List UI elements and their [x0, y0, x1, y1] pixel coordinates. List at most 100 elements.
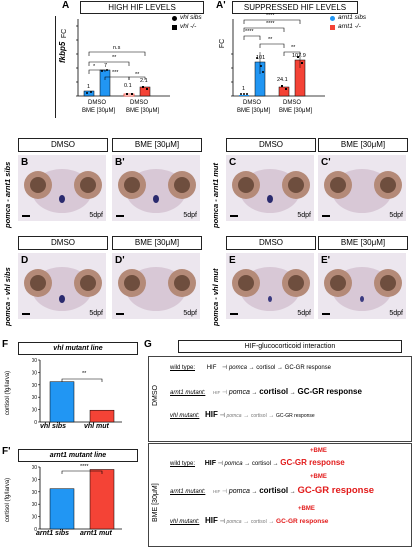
legend-label: vhl sibs	[180, 14, 202, 21]
section-label: BME [30μM]	[152, 483, 159, 522]
y-axis-label: cortisol (fg/larva)	[5, 370, 12, 416]
x-category-label: DMSO	[243, 100, 261, 106]
y-tick-label: 300	[32, 490, 37, 496]
x-category-label: BME [30μM]	[82, 108, 116, 114]
bar-chart-f-prime: 0 100 200 300 400 500	[32, 465, 122, 533]
value-label: 1	[242, 86, 246, 92]
y-tick-label: 100	[32, 408, 37, 414]
bme-section	[148, 443, 412, 547]
value-label: 24.1	[277, 77, 288, 83]
stage-label: 5dpf	[389, 310, 403, 317]
x-category-label: DMSO	[283, 100, 301, 106]
y-tick-label: 400	[32, 370, 37, 376]
bme-label: +BME	[298, 506, 315, 512]
panel-letter: D	[21, 255, 29, 266]
y-tick-label: 500	[32, 358, 37, 364]
response-label: GC-GR response	[276, 518, 329, 525]
row-label: pomca - vhl mut	[211, 268, 220, 326]
panel-letter: G	[144, 339, 152, 350]
scale-bar	[22, 215, 30, 217]
y-axis-label: FC	[61, 28, 69, 39]
sig-label: *	[93, 64, 96, 70]
panel-letter: B	[21, 157, 29, 168]
embryo-image: 5dpf	[226, 155, 314, 221]
sig-label: ****	[266, 13, 275, 19]
sig-label: ****	[245, 29, 254, 35]
embryo-image: 5dpf	[318, 253, 406, 319]
pomca-label: pomca	[224, 461, 243, 467]
panel-letter: B'	[115, 157, 125, 168]
x-category-label: vhl sibs	[40, 423, 67, 430]
sig-label: **	[82, 371, 87, 377]
cortisol-label: cortisol	[251, 461, 271, 467]
panel-title: SUPPRESSED HIF LEVELS	[232, 1, 358, 14]
pomca-label: pomca	[228, 365, 247, 371]
x-category-label: BME [30μM]	[279, 108, 313, 114]
legend-label: arnt1 sibs	[338, 14, 367, 21]
bar	[49, 488, 75, 530]
hif-label: HIF	[206, 365, 217, 371]
sig-label: ****	[80, 464, 89, 470]
value-label: 2.1	[140, 78, 148, 84]
condition-header: BME [30μM]	[318, 236, 408, 250]
embryo-image: 5dpf	[318, 155, 406, 221]
y-tick-label: 500	[32, 465, 37, 471]
sig-label: ***	[112, 70, 119, 76]
pathway-row: wild type: HIF ⊣ pomca → cortisol → GC-G…	[170, 365, 332, 371]
y-axis-label: cortisol (fg/larva)	[5, 477, 12, 523]
value-label: 101	[256, 55, 266, 61]
x-category-label: DMSO	[88, 100, 106, 106]
legend-label: arnt1 -/-	[338, 23, 361, 30]
section-label: DMSO	[152, 385, 159, 406]
sig-label: **	[291, 45, 296, 51]
pomca-label: pomca	[226, 519, 242, 525]
legend-label: vhl -/-	[180, 23, 197, 30]
condition-header: DMSO	[226, 236, 316, 250]
legend-marker	[330, 25, 335, 30]
pathway-row: arnt1 mutant: HIF ⊣ pomca → cortisol → G…	[170, 387, 362, 396]
panel-title: HIGH HIF LEVELS	[80, 1, 204, 14]
bme-label: +BME	[310, 448, 327, 454]
embryo-image: 5dpf	[18, 253, 106, 319]
y-tick-label: 0	[34, 527, 37, 533]
genotype-label: arnt1 mutant:	[170, 489, 206, 495]
x-category-label: arnt1 sibs	[36, 530, 70, 537]
panel-letter: E	[229, 255, 236, 266]
row-label: pomca - arnt1 mut	[211, 162, 220, 228]
scale-bar	[322, 313, 330, 315]
hif-label: HIF	[213, 390, 221, 395]
response-label: GC-GR response	[276, 413, 315, 419]
bar-a3	[123, 93, 135, 97]
gene-label: fkbp5	[58, 41, 67, 63]
genotype-label: wild type:	[170, 365, 196, 371]
condition-header: DMSO	[18, 138, 108, 152]
panel-letter: F	[2, 339, 9, 350]
bar-a2	[99, 69, 111, 97]
panel-letter: A'	[216, 0, 226, 11]
y-tick-label: 300	[32, 383, 37, 389]
panel-title: vhl mutant line	[53, 345, 103, 352]
legend-marker	[172, 16, 177, 21]
hif-label: HIF	[205, 410, 218, 419]
bar-chart-f: 0 100 200 300 400 500	[32, 358, 122, 426]
scale-bar	[22, 313, 30, 315]
bar-a2-1	[239, 95, 249, 96]
panel-letter: A	[62, 0, 70, 11]
cortisol-label: cortisol	[259, 486, 289, 495]
stage-label: 5dpf	[89, 310, 103, 317]
embryo-image: 5dpf	[226, 253, 314, 319]
panel-title-box: vhl mutant line	[18, 342, 138, 355]
cortisol-label: cortisol	[259, 387, 289, 396]
bar-a2-3	[278, 86, 290, 97]
pomca-label: pomca	[228, 389, 250, 396]
sig-label: **	[112, 55, 117, 61]
pathway-row: vhl mutant: HIF ⊣ pomca → cortisol → GC-…	[170, 516, 329, 525]
x-category-label: DMSO	[130, 100, 148, 106]
value-label: 7	[104, 63, 108, 69]
bar-a1	[83, 90, 95, 97]
chart-a	[76, 19, 170, 97]
x-category-label: arnt1 mut	[80, 530, 112, 537]
hif-label: HIF	[205, 516, 218, 525]
legend-marker	[172, 25, 177, 30]
genotype-label: arnt1 mutant:	[170, 390, 206, 396]
